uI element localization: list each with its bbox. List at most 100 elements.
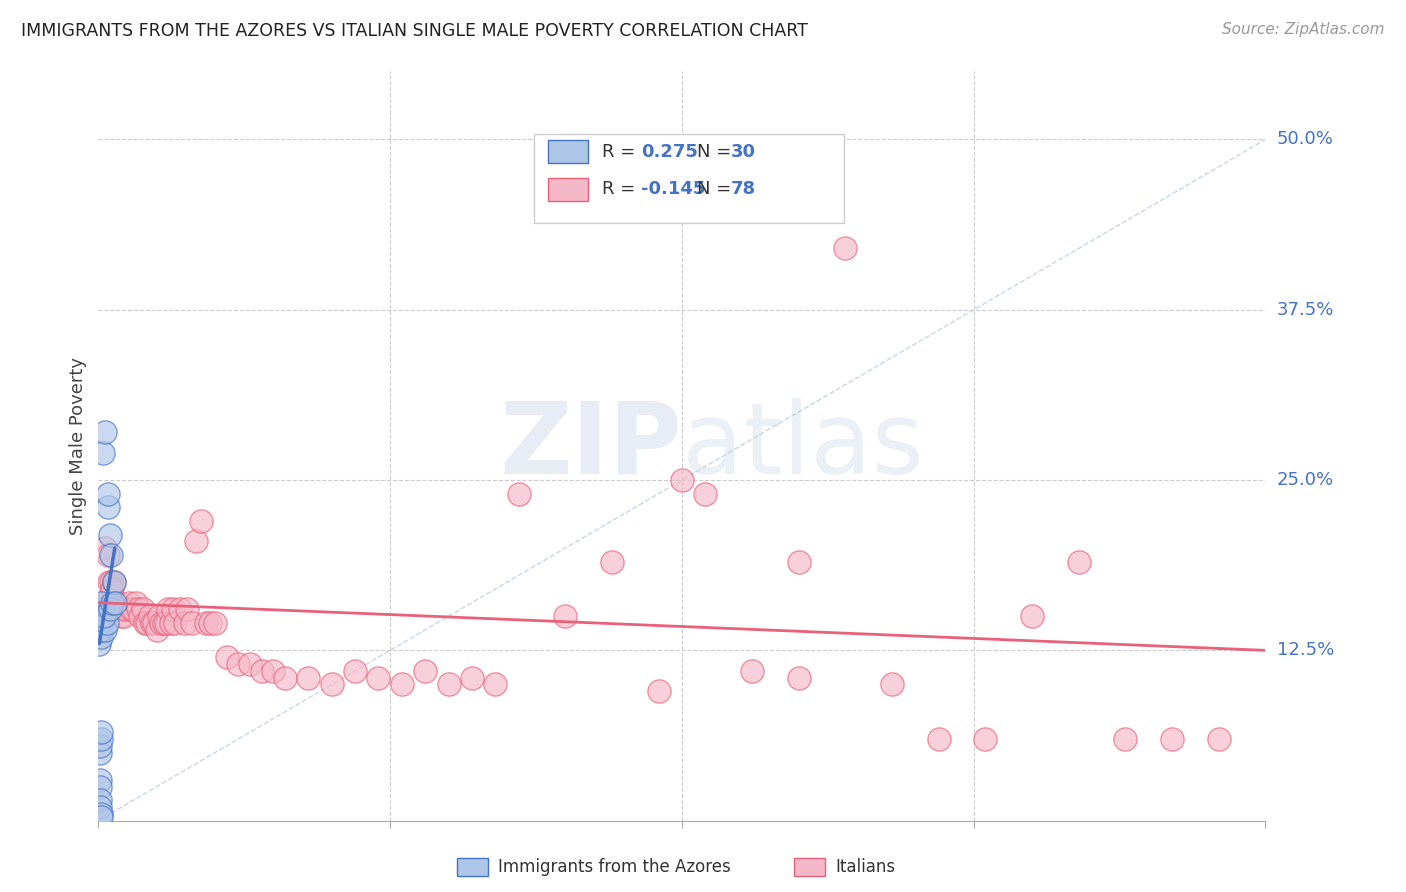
Point bbox=[89, 746, 111, 760]
Point bbox=[190, 514, 212, 528]
Point bbox=[974, 731, 997, 746]
Point bbox=[104, 596, 127, 610]
Point bbox=[127, 602, 149, 616]
Point bbox=[508, 486, 530, 500]
Point bbox=[98, 589, 121, 603]
Point bbox=[89, 616, 111, 631]
Point bbox=[928, 731, 950, 746]
Point bbox=[112, 609, 135, 624]
Point bbox=[94, 541, 117, 556]
Point bbox=[204, 616, 226, 631]
Text: 37.5%: 37.5% bbox=[1277, 301, 1334, 318]
Text: 25.0%: 25.0% bbox=[1277, 471, 1334, 489]
Point bbox=[1114, 731, 1136, 746]
Text: Source: ZipAtlas.com: Source: ZipAtlas.com bbox=[1222, 22, 1385, 37]
Point bbox=[880, 677, 903, 691]
Point bbox=[155, 616, 177, 631]
Point bbox=[89, 636, 111, 650]
Point bbox=[159, 616, 181, 631]
Point bbox=[90, 731, 112, 746]
Point bbox=[104, 602, 127, 616]
Point bbox=[97, 500, 120, 515]
Point bbox=[90, 809, 112, 823]
Point bbox=[1208, 731, 1230, 746]
Text: -0.145: -0.145 bbox=[641, 180, 706, 198]
Point bbox=[89, 602, 111, 616]
Point bbox=[228, 657, 250, 671]
Point bbox=[115, 602, 138, 616]
Point bbox=[600, 555, 623, 569]
Point bbox=[143, 616, 166, 631]
Text: R =: R = bbox=[602, 143, 641, 161]
Point bbox=[101, 582, 124, 596]
Point bbox=[321, 677, 343, 691]
Point bbox=[101, 596, 124, 610]
Point bbox=[89, 596, 111, 610]
Point bbox=[122, 602, 145, 616]
Point bbox=[741, 664, 763, 678]
Y-axis label: Single Male Poverty: Single Male Poverty bbox=[69, 357, 87, 535]
Point bbox=[262, 664, 284, 678]
Point bbox=[139, 609, 162, 624]
Text: IMMIGRANTS FROM THE AZORES VS ITALIAN SINGLE MALE POVERTY CORRELATION CHART: IMMIGRANTS FROM THE AZORES VS ITALIAN SI… bbox=[21, 22, 808, 40]
Point bbox=[91, 446, 114, 460]
Point bbox=[103, 575, 125, 590]
Point bbox=[136, 616, 159, 631]
Point bbox=[89, 739, 111, 753]
Text: 50.0%: 50.0% bbox=[1277, 130, 1333, 148]
Point bbox=[89, 772, 111, 787]
Point bbox=[89, 609, 111, 624]
Text: R =: R = bbox=[602, 180, 641, 198]
Point bbox=[141, 616, 163, 631]
Point bbox=[97, 548, 120, 562]
Point bbox=[90, 623, 112, 637]
Text: N =: N = bbox=[697, 180, 737, 198]
Point bbox=[344, 664, 367, 678]
Point bbox=[157, 602, 180, 616]
Point bbox=[89, 780, 111, 794]
Point bbox=[93, 609, 115, 624]
Point bbox=[100, 575, 122, 590]
Point bbox=[120, 602, 142, 616]
Point bbox=[176, 602, 198, 616]
Point bbox=[100, 548, 122, 562]
Point bbox=[98, 602, 121, 616]
Point bbox=[554, 609, 576, 624]
Point bbox=[484, 677, 506, 691]
Point bbox=[169, 602, 191, 616]
Point bbox=[134, 616, 156, 631]
Point bbox=[89, 806, 111, 821]
Text: 78: 78 bbox=[731, 180, 756, 198]
Point bbox=[110, 609, 132, 624]
Text: Italians: Italians bbox=[835, 858, 896, 876]
Point bbox=[94, 425, 117, 440]
Point bbox=[165, 616, 187, 631]
Point bbox=[90, 725, 112, 739]
Point bbox=[180, 616, 202, 631]
Point bbox=[105, 602, 128, 616]
Point bbox=[1021, 609, 1043, 624]
Text: 12.5%: 12.5% bbox=[1277, 641, 1334, 659]
Point bbox=[129, 609, 152, 624]
Point bbox=[250, 664, 273, 678]
Point bbox=[125, 596, 148, 610]
Point bbox=[1067, 555, 1090, 569]
Point bbox=[107, 596, 129, 610]
Point bbox=[94, 623, 117, 637]
Point bbox=[118, 596, 141, 610]
Point bbox=[787, 555, 810, 569]
Point bbox=[834, 242, 856, 256]
Point bbox=[695, 486, 717, 500]
Point bbox=[98, 527, 121, 541]
Point bbox=[1161, 731, 1184, 746]
Text: 0.275: 0.275 bbox=[641, 143, 697, 161]
Point bbox=[297, 671, 319, 685]
Point bbox=[647, 684, 669, 698]
Point bbox=[162, 602, 184, 616]
Point bbox=[413, 664, 436, 678]
Point bbox=[787, 671, 810, 685]
Point bbox=[96, 616, 118, 631]
Point bbox=[97, 575, 120, 590]
Point bbox=[89, 793, 111, 807]
Point bbox=[200, 616, 222, 631]
